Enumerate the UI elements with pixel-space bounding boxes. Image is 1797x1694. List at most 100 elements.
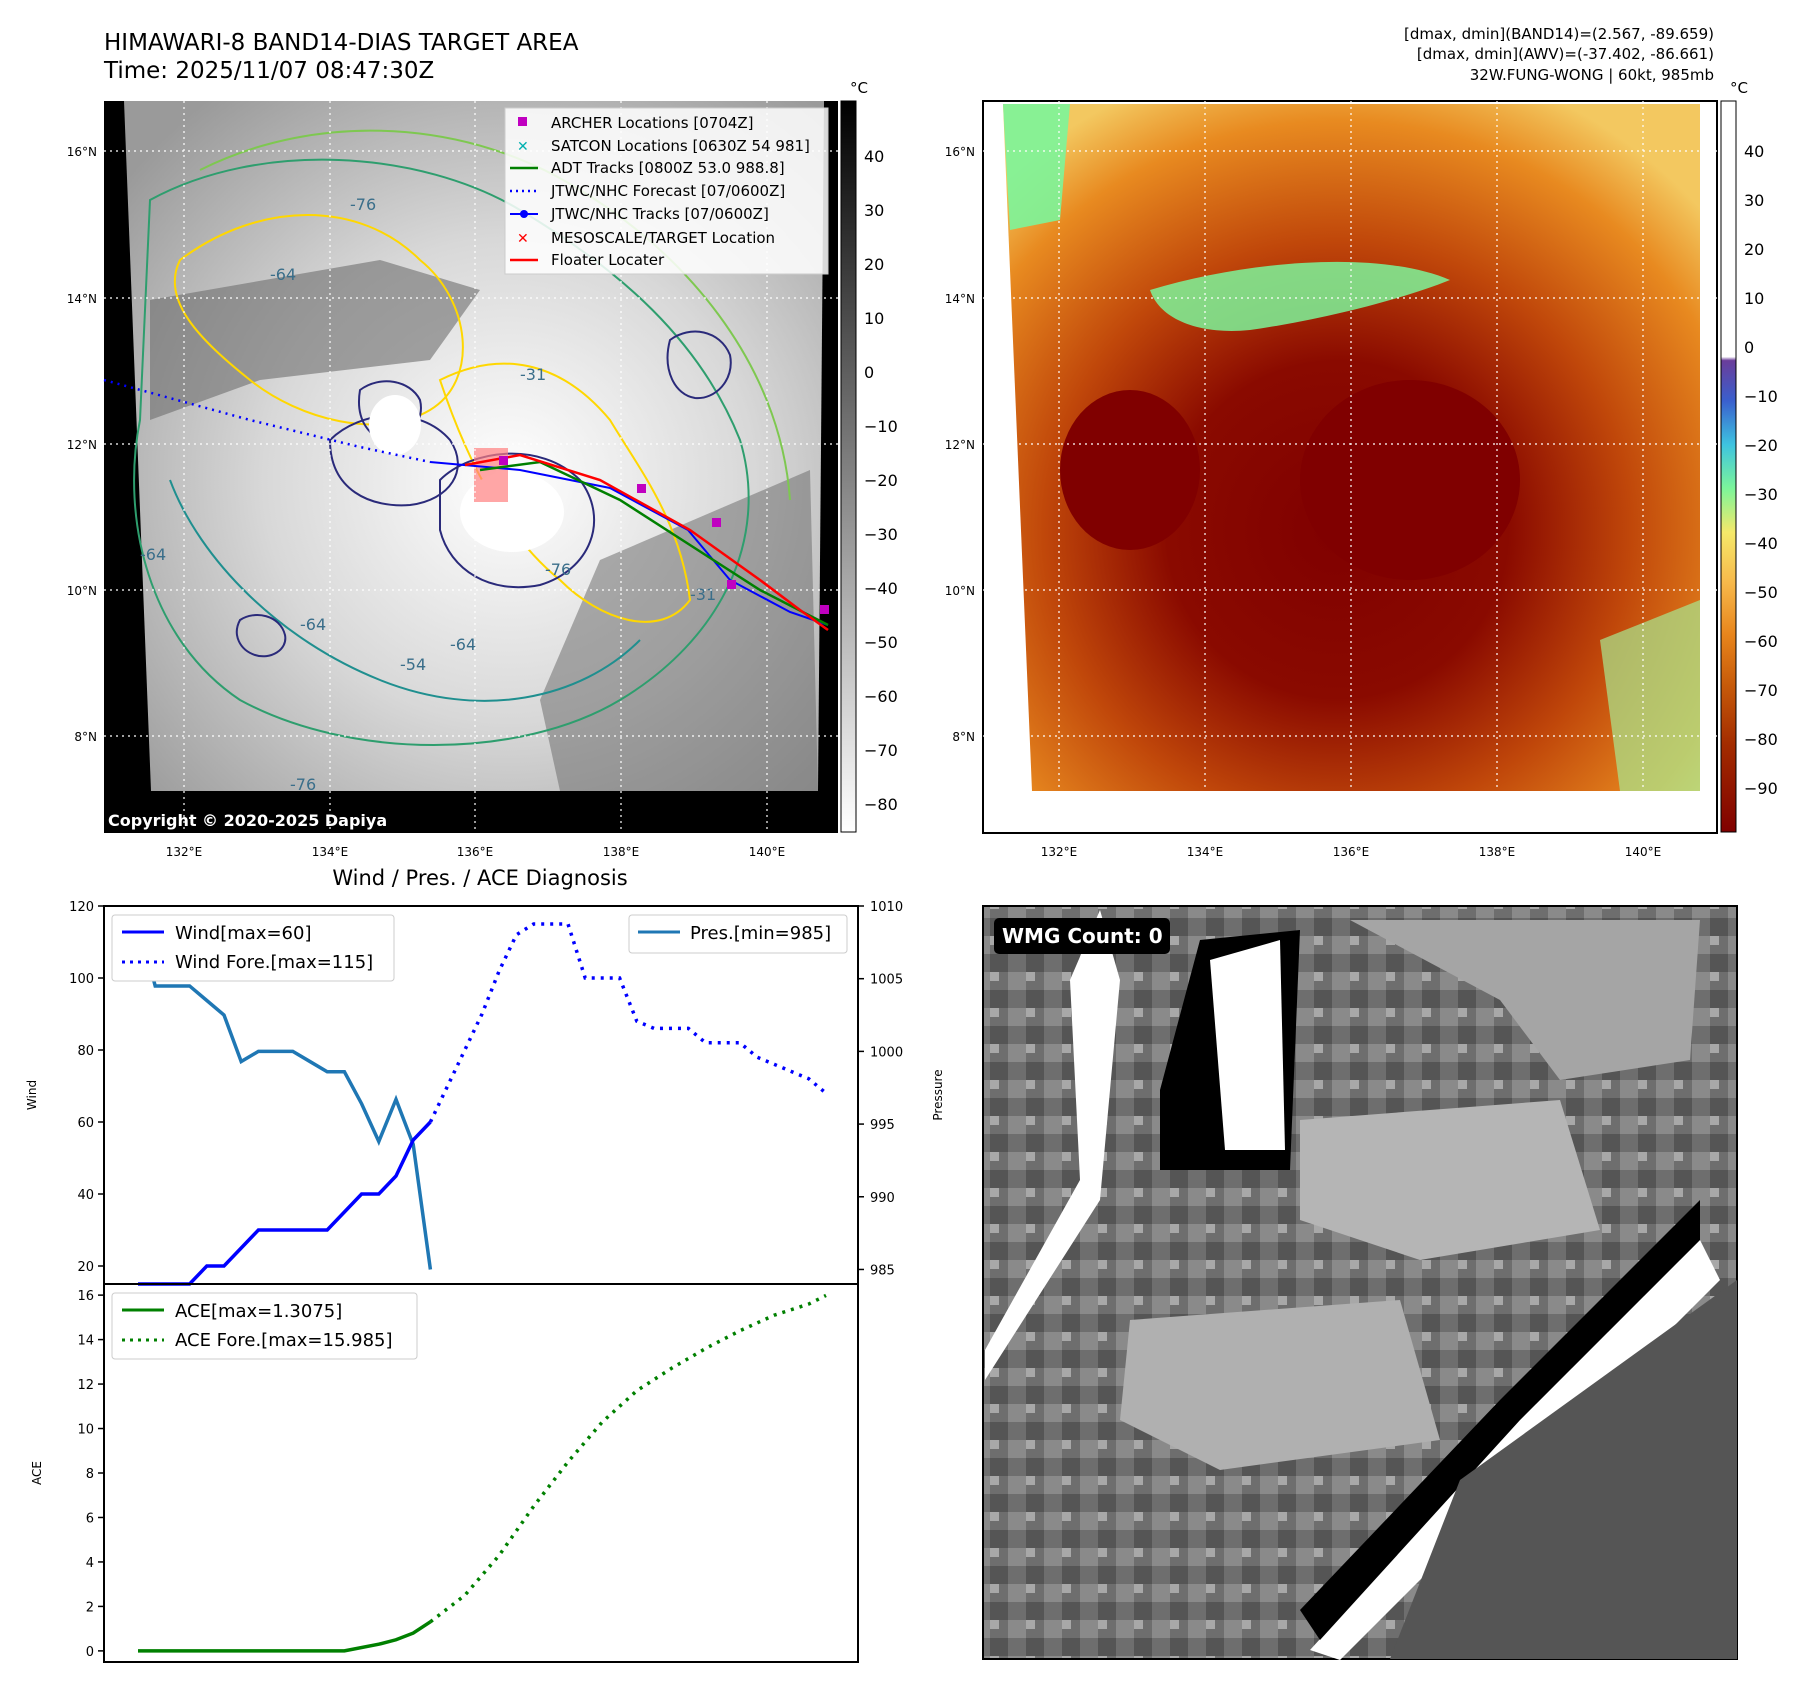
colorbar-tick: −70 xyxy=(1744,681,1778,700)
lat-label: 14°N xyxy=(945,292,975,306)
pres-ytick-label: 995 xyxy=(870,1118,895,1133)
ace-ytick-label: 16 xyxy=(77,1289,94,1304)
colorbar-tick: −30 xyxy=(1744,485,1778,504)
wmg-light-region xyxy=(1350,920,1700,1080)
archer-locations xyxy=(499,456,829,614)
ace-ytick-label: 6 xyxy=(86,1511,94,1526)
copyright-text: Copyright © 2020-2025 Dapiya xyxy=(108,811,387,830)
wind-line xyxy=(138,1120,432,1286)
ir-imagery-band xyxy=(150,260,480,420)
ace-forecast-line xyxy=(429,1293,827,1624)
pres-yaxis: 985 990 995 1000 1005 1010 xyxy=(858,900,903,1278)
info-line1: [dmax, dmin](BAND14)=(2.567, -89.659) xyxy=(1404,25,1714,43)
color-colorbar: °C 40 30 20 10 0 −10 −20 −30 −40 −50 −60… xyxy=(1720,79,1778,833)
awv-lon-labels: 132°E 134°E 136°E 138°E 140°E xyxy=(1041,845,1662,859)
diagnosis-title: Wind / Pres. / ACE Diagnosis xyxy=(332,866,627,890)
wmg-light-region xyxy=(1300,1100,1600,1260)
pres-ytick-label: 1010 xyxy=(870,900,903,915)
wind-yaxis: 20 40 60 80 100 120 xyxy=(69,900,104,1275)
colorbar-tick: 40 xyxy=(1744,142,1764,161)
ace-ytick-label: 12 xyxy=(77,1378,94,1393)
wind-ytick-label: 100 xyxy=(69,972,94,987)
colorbar-unit: °C xyxy=(1730,79,1748,97)
ace-ytick-label: 10 xyxy=(77,1423,94,1438)
dot-marker-icon xyxy=(520,210,528,218)
lon-label: 132°E xyxy=(1041,845,1078,859)
archer-marker xyxy=(820,605,829,614)
ace-line xyxy=(138,1620,432,1653)
colorbar-tick: 20 xyxy=(1744,240,1764,259)
pres-ytick-label: 985 xyxy=(870,1263,895,1278)
wind-ylabel: Wind xyxy=(25,1080,39,1110)
colorbar-tick: 30 xyxy=(864,201,884,220)
lon-label: 134°E xyxy=(312,845,349,859)
ace-ytick-label: 4 xyxy=(86,1556,94,1571)
wmg-panel: WMG Count: 0 xyxy=(982,905,1738,1660)
x-marker-icon: ✕ xyxy=(517,231,529,247)
colorbar-tick: 40 xyxy=(864,147,884,166)
awv-map-panel: [dmax, dmin](BAND14)=(2.567, -89.659) [d… xyxy=(945,25,1718,859)
awv-gridlines xyxy=(983,101,1717,833)
contour-label: -64 xyxy=(140,545,166,564)
lat-label: 8°N xyxy=(952,730,975,744)
colorbar-tick: −60 xyxy=(1744,632,1778,651)
colorbar-tick: 20 xyxy=(864,255,884,274)
lon-label: 134°E xyxy=(1187,845,1224,859)
ace-ytick-label: 14 xyxy=(77,1334,94,1349)
pres-ytick-label: 990 xyxy=(870,1191,895,1206)
lon-label: 132°E xyxy=(166,845,203,859)
square-marker-icon xyxy=(518,117,527,126)
archer-marker xyxy=(637,484,646,493)
cold-top-area xyxy=(369,395,421,455)
lat-label: 8°N xyxy=(74,730,97,744)
lat-label: 10°N xyxy=(945,584,975,598)
wmg-light-region xyxy=(1120,1300,1440,1470)
lat-label: 12°N xyxy=(67,438,97,452)
contour-label: -64 xyxy=(300,615,326,634)
legend-label: Pres.[min=985] xyxy=(690,923,831,944)
legend-label: Wind Fore.[max=115] xyxy=(175,952,373,973)
awv-core xyxy=(1300,380,1520,580)
wind-ytick-label: 20 xyxy=(77,1260,94,1275)
colorbar-tick: −80 xyxy=(864,795,898,814)
ace-legend: ACE[max=1.3075] ACE Fore.[max=15.985] xyxy=(111,1292,418,1360)
legend-label: Wind[max=60] xyxy=(175,923,312,944)
map-lon-labels: 132°E 134°E 136°E 138°E 140°E xyxy=(166,845,786,859)
wind-ytick-label: 40 xyxy=(77,1188,94,1203)
colorbar-tick: 30 xyxy=(1744,191,1764,210)
colorbar-tick: −80 xyxy=(1744,730,1778,749)
legend-box xyxy=(628,914,848,954)
legend-box xyxy=(504,107,829,275)
awv-lat-labels: 16°N 14°N 12°N 10°N 8°N xyxy=(945,145,975,744)
legend-item-adt: ADT Tracks [0800Z 53.0 988.8] xyxy=(510,159,785,177)
colorbar-tick: −90 xyxy=(1744,779,1778,798)
lat-label: 12°N xyxy=(945,438,975,452)
wind-ytick-label: 120 xyxy=(69,900,94,915)
colorbar-tick: −10 xyxy=(1744,387,1778,406)
wmg-count-badge xyxy=(994,918,1170,954)
awv-imagery-green xyxy=(1600,600,1700,791)
contour-label: -76 xyxy=(290,775,316,794)
colorbar-tick: −20 xyxy=(864,471,898,490)
map-title-line2: Time: 2025/11/07 08:47:30Z xyxy=(103,58,434,84)
contour-label: -76 xyxy=(350,195,376,214)
contour-green xyxy=(133,158,750,746)
map-legend: ARCHER Locations [0704Z] ✕ SATCON Locati… xyxy=(504,107,829,275)
wmg-white-region xyxy=(1210,940,1285,1150)
legend-label: SATCON Locations [0630Z 54 981] xyxy=(551,137,810,155)
archer-marker xyxy=(712,518,721,527)
legend-item-satcon: ✕ SATCON Locations [0630Z 54 981] xyxy=(517,137,810,155)
lat-label: 10°N xyxy=(67,584,97,598)
awv-imagery-green xyxy=(1003,104,1070,230)
ace-yaxis: 0 2 4 6 8 10 12 14 16 xyxy=(77,1289,104,1660)
adt-track xyxy=(479,460,829,627)
legend-label: ADT Tracks [0800Z 53.0 988.8] xyxy=(551,159,785,177)
wind-forecast-line xyxy=(428,922,828,1123)
contour-label: -64 xyxy=(450,635,476,654)
lon-label: 138°E xyxy=(1479,845,1516,859)
contour-label: -31 xyxy=(690,585,716,604)
wmg-count-label: WMG Count: 0 xyxy=(1002,924,1163,948)
awv-imagery-green xyxy=(1150,261,1450,331)
legend-label: MESOSCALE/TARGET Location xyxy=(551,229,775,247)
contour-navy xyxy=(235,614,287,658)
